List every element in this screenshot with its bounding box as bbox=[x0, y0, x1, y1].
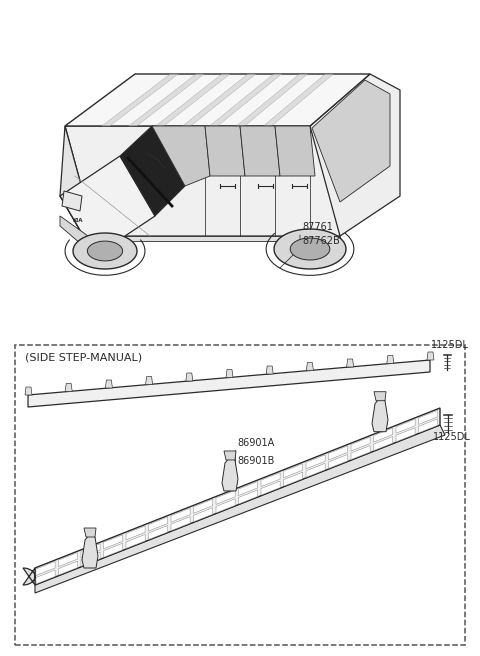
Polygon shape bbox=[396, 428, 415, 441]
Polygon shape bbox=[81, 552, 100, 566]
Polygon shape bbox=[104, 543, 122, 558]
Polygon shape bbox=[59, 561, 78, 575]
Polygon shape bbox=[312, 80, 390, 202]
Polygon shape bbox=[284, 472, 302, 486]
Polygon shape bbox=[275, 126, 315, 176]
Polygon shape bbox=[328, 455, 348, 468]
Polygon shape bbox=[148, 525, 168, 539]
Polygon shape bbox=[237, 74, 308, 126]
Polygon shape bbox=[65, 126, 340, 236]
Polygon shape bbox=[104, 535, 122, 549]
Polygon shape bbox=[65, 384, 72, 392]
Polygon shape bbox=[351, 445, 370, 460]
Polygon shape bbox=[306, 455, 325, 469]
Polygon shape bbox=[261, 481, 280, 495]
Polygon shape bbox=[106, 380, 112, 388]
Polygon shape bbox=[62, 191, 82, 211]
Polygon shape bbox=[239, 482, 258, 495]
Polygon shape bbox=[126, 526, 145, 540]
Polygon shape bbox=[351, 437, 370, 451]
Polygon shape bbox=[373, 437, 393, 451]
Polygon shape bbox=[419, 411, 438, 424]
Polygon shape bbox=[120, 126, 185, 216]
Polygon shape bbox=[261, 472, 280, 487]
Polygon shape bbox=[284, 464, 302, 478]
Polygon shape bbox=[239, 490, 258, 504]
Polygon shape bbox=[171, 508, 190, 522]
Polygon shape bbox=[193, 499, 213, 513]
Polygon shape bbox=[36, 562, 55, 575]
Polygon shape bbox=[193, 508, 213, 522]
Polygon shape bbox=[152, 126, 210, 186]
Polygon shape bbox=[396, 419, 415, 433]
Polygon shape bbox=[306, 363, 313, 371]
Text: KIA: KIA bbox=[73, 218, 83, 224]
Polygon shape bbox=[373, 428, 393, 442]
Polygon shape bbox=[205, 126, 245, 176]
Polygon shape bbox=[60, 216, 95, 256]
Polygon shape bbox=[95, 236, 340, 241]
Polygon shape bbox=[126, 535, 145, 548]
Polygon shape bbox=[427, 352, 434, 360]
Polygon shape bbox=[372, 398, 388, 432]
Polygon shape bbox=[84, 528, 96, 537]
Polygon shape bbox=[25, 387, 32, 395]
Polygon shape bbox=[35, 408, 440, 585]
Polygon shape bbox=[240, 126, 280, 176]
Polygon shape bbox=[60, 156, 155, 256]
Text: 86901A: 86901A bbox=[237, 438, 274, 448]
Text: 87761: 87761 bbox=[302, 222, 333, 232]
Polygon shape bbox=[186, 373, 193, 381]
Polygon shape bbox=[274, 229, 346, 269]
Polygon shape bbox=[264, 74, 333, 126]
Polygon shape bbox=[222, 457, 238, 491]
Polygon shape bbox=[36, 570, 55, 584]
Text: 87762B: 87762B bbox=[302, 236, 340, 246]
Polygon shape bbox=[28, 360, 430, 407]
Polygon shape bbox=[374, 392, 386, 401]
Polygon shape bbox=[182, 74, 256, 126]
Polygon shape bbox=[87, 241, 122, 261]
Text: (SIDE STEP-MANUAL): (SIDE STEP-MANUAL) bbox=[25, 353, 142, 363]
Polygon shape bbox=[305, 74, 400, 236]
Polygon shape bbox=[419, 419, 438, 433]
Polygon shape bbox=[35, 425, 445, 593]
Polygon shape bbox=[60, 126, 95, 256]
Polygon shape bbox=[210, 74, 282, 126]
Polygon shape bbox=[59, 552, 78, 567]
Polygon shape bbox=[171, 517, 190, 531]
Polygon shape bbox=[224, 451, 236, 460]
Polygon shape bbox=[23, 568, 35, 585]
Polygon shape bbox=[226, 369, 233, 377]
Polygon shape bbox=[81, 544, 100, 558]
Polygon shape bbox=[290, 238, 330, 260]
Polygon shape bbox=[216, 499, 235, 513]
Polygon shape bbox=[102, 74, 178, 126]
Text: 86901B: 86901B bbox=[237, 456, 275, 466]
Polygon shape bbox=[306, 463, 325, 478]
Polygon shape bbox=[145, 377, 153, 384]
Polygon shape bbox=[328, 446, 348, 460]
Polygon shape bbox=[156, 74, 230, 126]
Polygon shape bbox=[148, 517, 168, 531]
Polygon shape bbox=[129, 74, 204, 126]
Text: 1125DL: 1125DL bbox=[431, 340, 469, 350]
Text: 1125DL: 1125DL bbox=[433, 432, 471, 442]
Bar bbox=[15, 345, 465, 645]
Polygon shape bbox=[73, 233, 137, 269]
Polygon shape bbox=[82, 534, 98, 568]
Polygon shape bbox=[65, 74, 370, 126]
Polygon shape bbox=[387, 356, 394, 363]
Polygon shape bbox=[216, 490, 235, 504]
Polygon shape bbox=[266, 366, 273, 374]
Polygon shape bbox=[347, 359, 354, 367]
